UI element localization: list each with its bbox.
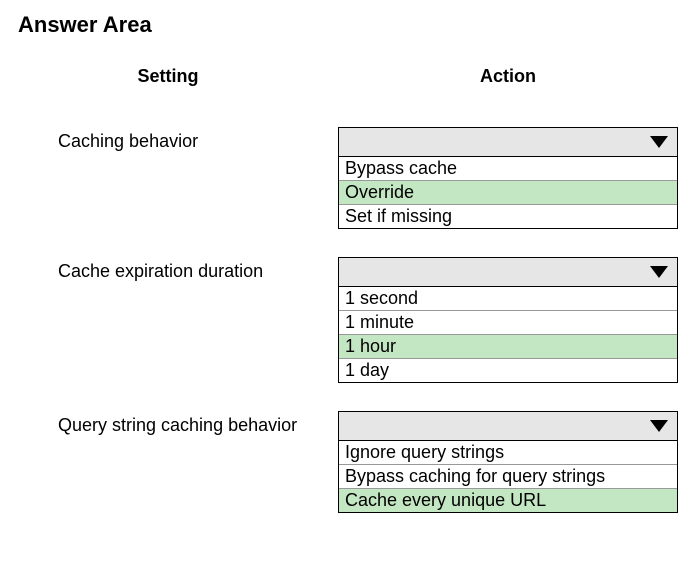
dropdown-option[interactable]: Ignore query strings <box>339 441 677 465</box>
dropdown-option[interactable]: Override <box>339 181 677 205</box>
dropdown-option[interactable]: 1 hour <box>339 335 677 359</box>
chevron-down-icon <box>649 135 669 149</box>
header-action: Action <box>338 66 678 87</box>
dropdown-option[interactable]: Bypass cache <box>339 157 677 181</box>
action-column: Bypass cacheOverrideSet if missing <box>338 127 678 229</box>
setting-label: Cache expiration duration <box>18 257 318 282</box>
dropdown-option[interactable]: Cache every unique URL <box>339 489 677 512</box>
dropdown-option[interactable]: 1 second <box>339 287 677 311</box>
dropdown-toggle[interactable] <box>338 127 678 157</box>
page-title: Answer Area <box>18 12 682 38</box>
header-row: Setting Action <box>18 66 682 87</box>
setting-row: Cache expiration duration 1 second1 minut… <box>18 257 682 383</box>
dropdown-options: Bypass cacheOverrideSet if missing <box>338 157 678 229</box>
dropdown-option[interactable]: 1 minute <box>339 311 677 335</box>
chevron-down-icon <box>649 419 669 433</box>
setting-row: Caching behavior Bypass cacheOverrideSet … <box>18 127 682 229</box>
dropdown-toggle[interactable] <box>338 411 678 441</box>
dropdown-option[interactable]: Set if missing <box>339 205 677 228</box>
dropdown-option[interactable]: 1 day <box>339 359 677 382</box>
action-column: 1 second1 minute1 hour1 day <box>338 257 678 383</box>
dropdown-option[interactable]: Bypass caching for query strings <box>339 465 677 489</box>
dropdown-toggle[interactable] <box>338 257 678 287</box>
chevron-down-icon <box>649 265 669 279</box>
setting-label: Query string caching behavior <box>18 411 318 436</box>
setting-label: Caching behavior <box>18 127 318 152</box>
action-column: Ignore query stringsBypass caching for q… <box>338 411 678 513</box>
header-setting: Setting <box>18 66 318 87</box>
setting-row: Query string caching behavior Ignore quer… <box>18 411 682 513</box>
dropdown-options: 1 second1 minute1 hour1 day <box>338 287 678 383</box>
dropdown-options: Ignore query stringsBypass caching for q… <box>338 441 678 513</box>
